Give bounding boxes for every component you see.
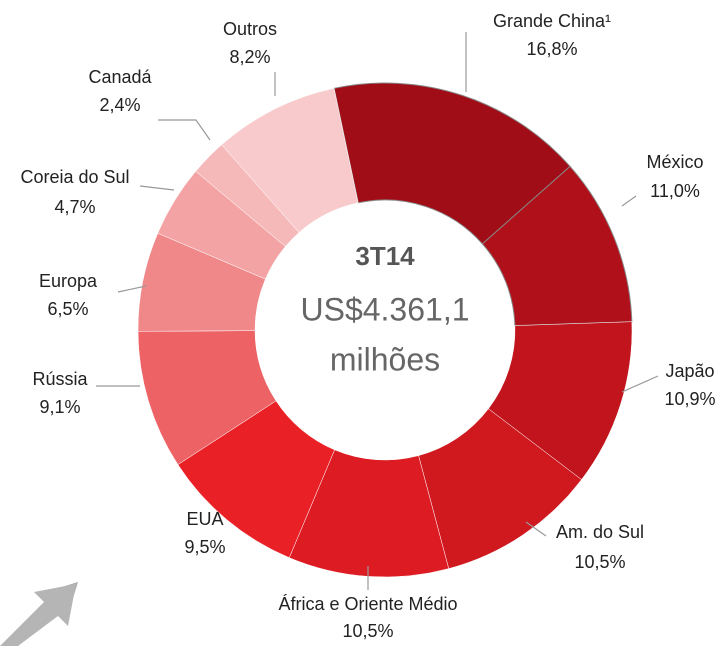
value-label: 10,5% xyxy=(574,552,625,572)
value-label: 4,7% xyxy=(54,197,95,217)
value-label: 9,1% xyxy=(39,397,80,417)
center-title: 3T14 xyxy=(355,241,415,271)
category-label: Canadá xyxy=(88,67,152,87)
donut-slice xyxy=(333,82,571,245)
leader-line xyxy=(117,285,147,293)
value-label: 10,9% xyxy=(664,389,715,409)
value-label: 10,5% xyxy=(342,621,393,641)
category-label: EUA xyxy=(186,509,223,529)
leader-line xyxy=(621,195,637,207)
value-label: 6,5% xyxy=(47,299,88,319)
category-label: Coreia do Sul xyxy=(20,167,129,187)
category-label: Rússia xyxy=(32,369,88,389)
donut-slice xyxy=(221,88,359,233)
category-label: África e Oriente Médio xyxy=(278,594,457,614)
category-label: Grande China¹ xyxy=(493,11,611,31)
center-amount: US$4.361,1 xyxy=(300,291,469,327)
leader-line xyxy=(621,375,659,393)
leader-line xyxy=(525,521,547,537)
value-label: 2,4% xyxy=(99,95,140,115)
decor-arrow xyxy=(0,582,78,646)
leader-line xyxy=(139,185,175,191)
value-label: 8,2% xyxy=(229,47,270,67)
value-label: 11,0% xyxy=(650,181,700,201)
center-unit: milhões xyxy=(330,341,440,377)
value-label: 9,5% xyxy=(184,537,225,557)
leader-line xyxy=(158,119,211,141)
category-label: Europa xyxy=(39,271,98,291)
category-label: Am. do Sul xyxy=(556,522,644,542)
value-label: 16,8% xyxy=(526,39,577,59)
category-label: México xyxy=(646,152,703,172)
category-label: Japão xyxy=(665,361,714,381)
category-label: Outros xyxy=(223,19,277,39)
